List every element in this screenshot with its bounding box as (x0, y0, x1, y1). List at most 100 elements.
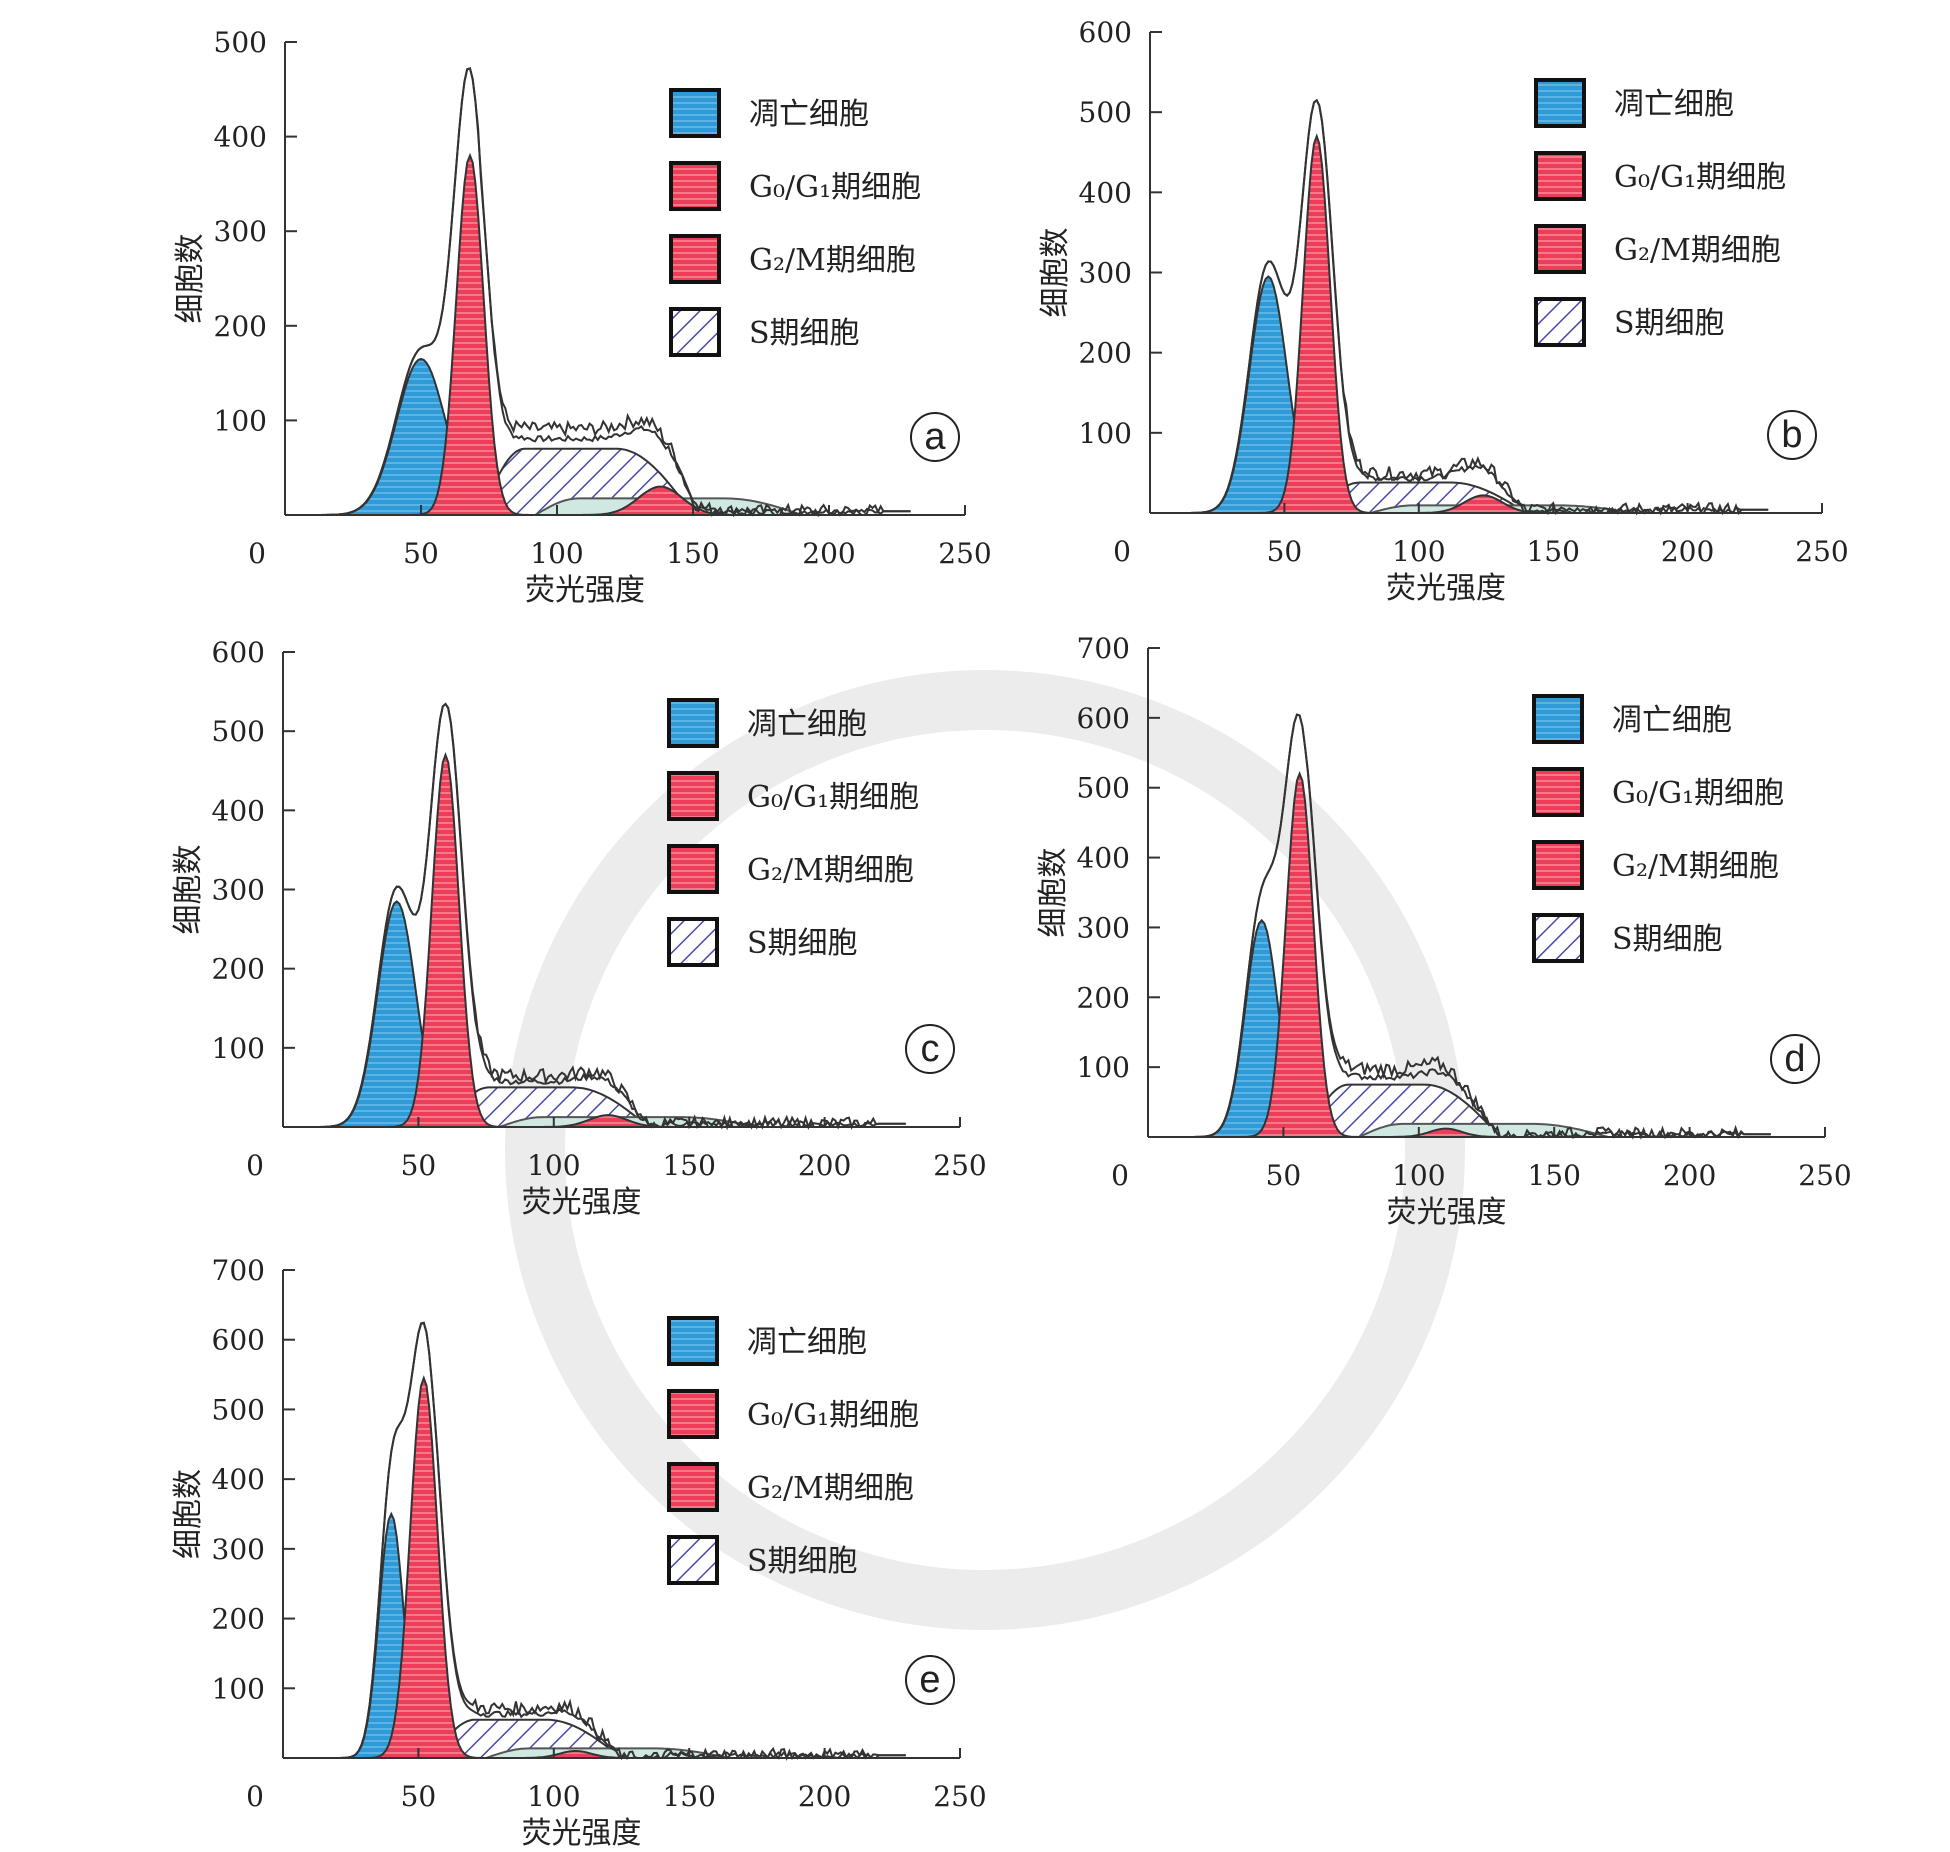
legend: 凋亡细胞 G₀/G₁期细胞 G₂/M期细胞 S期细胞 (1534, 78, 1786, 347)
y-tick-label: 400 (1079, 176, 1132, 209)
x-tick-label: 250 (933, 1780, 986, 1813)
legend-swatch (1532, 767, 1584, 817)
legend-label: G₂/M期细胞 (747, 853, 914, 888)
legend-swatch (1534, 297, 1586, 347)
x-tick-label: 150 (666, 537, 719, 570)
x-tick-label: 0 (1113, 535, 1131, 568)
panel-letter-circle (1770, 1034, 1820, 1084)
legend-swatch (669, 161, 721, 211)
envelope-line (1190, 98, 1769, 516)
y-tick-label: 300 (212, 874, 265, 907)
legend: 凋亡细胞 G₀/G₁期细胞 G₂/M期细胞 S期细胞 (667, 698, 919, 967)
legend-swatch (667, 1389, 719, 1439)
x-tick-label: 250 (938, 537, 991, 570)
y-tick-label: 400 (1077, 842, 1130, 875)
legend-label: G₂/M期细胞 (1614, 233, 1781, 268)
y-tick-label: 300 (1077, 911, 1130, 944)
x-tick-label: 150 (662, 1149, 715, 1182)
legend: 凋亡细胞 G₀/G₁期细胞 G₂/M期细胞 S期细胞 (669, 88, 921, 357)
envelope-line (323, 702, 906, 1131)
y-tick-label: 400 (212, 794, 265, 827)
x-tick-label: 50 (401, 1780, 437, 1813)
x-tick-label: 250 (933, 1149, 986, 1182)
x-tick-label: 50 (1267, 535, 1303, 568)
y-tick-label: 500 (214, 26, 267, 59)
x-tick-label: 200 (798, 1780, 851, 1813)
envelope-line (323, 1321, 906, 1762)
x-tick-label: 100 (1392, 535, 1445, 568)
y-tick-label: 100 (212, 1032, 265, 1065)
panel-letter: a (924, 416, 946, 458)
panel-letter: b (1781, 414, 1802, 456)
y-tick-label: 500 (212, 715, 265, 748)
y-axis-label: 细胞数 (1038, 228, 1073, 318)
y-tick-label: 500 (1079, 96, 1132, 129)
y-tick-label: 500 (1077, 772, 1130, 805)
legend-swatch (667, 917, 719, 967)
x-axis-label: 荧光强度 (1387, 1195, 1507, 1230)
legend-label: G₀/G₁期细胞 (1614, 160, 1786, 195)
x-tick-label: 50 (1266, 1159, 1302, 1192)
y-tick-label: 700 (1077, 632, 1130, 665)
panel-letter-circle (905, 1655, 955, 1705)
legend-label: S期细胞 (747, 926, 858, 961)
legend-label: G₂/M期细胞 (747, 1471, 914, 1506)
y-tick-label: 300 (1079, 257, 1132, 290)
chart-panel-c: 0 50 100 150 200 250 100 200 300 400 500 600 荧光强度 细胞数… (171, 636, 987, 1220)
legend-swatch (1532, 694, 1584, 744)
y-tick-label: 600 (212, 1324, 265, 1357)
apoptotic-peak-area (1148, 918, 1825, 1138)
legend-swatch (667, 698, 719, 748)
legend-label: G₂/M期细胞 (749, 243, 916, 278)
legend-swatch (1532, 913, 1584, 963)
legend-label: G₀/G₁期细胞 (749, 170, 921, 205)
legend-label: G₀/G₁期细胞 (747, 780, 919, 815)
legend-label: 凋亡细胞 (747, 707, 867, 742)
x-tick-label: 200 (802, 537, 855, 570)
panel-letter: d (1784, 1038, 1805, 1080)
y-tick-label: 200 (1077, 981, 1130, 1014)
x-tick-label: 200 (798, 1149, 851, 1182)
y-tick-label: 200 (1079, 337, 1132, 370)
watermark (505, 670, 1465, 1630)
legend-swatch (669, 307, 721, 357)
y-tick-label: 700 (212, 1254, 265, 1287)
x-axis-label: 荧光强度 (522, 1816, 642, 1851)
y-tick-label: 200 (214, 310, 267, 343)
legend-label: 凋亡细胞 (1612, 703, 1732, 738)
legend-label: 凋亡细胞 (747, 1325, 867, 1360)
panel-letter: e (919, 1659, 940, 1701)
envelope-line (1188, 713, 1771, 1140)
legend-swatch (1534, 151, 1586, 201)
x-tick-label: 150 (1526, 535, 1579, 568)
panel-letter-circle (905, 1024, 955, 1074)
x-tick-label: 0 (246, 1780, 264, 1813)
legend-swatch (667, 771, 719, 821)
panel-letter-circle (910, 412, 960, 462)
legend-swatch (669, 234, 721, 284)
chart-panel-d: 0 50 100 150 200 250 100 200 300 400 500 600 700 荧光强度… (1036, 632, 1852, 1230)
x-tick-label: 50 (401, 1149, 437, 1182)
legend-label: S期细胞 (1614, 306, 1725, 341)
legend-swatch (667, 1462, 719, 1512)
y-tick-label: 100 (212, 1672, 265, 1705)
y-axis-label: 细胞数 (1036, 848, 1071, 938)
chart-panel-b: 0 50 100 150 200 250 100 200 300 400 500 600 荧光强度 细胞数… (1038, 16, 1849, 606)
x-axis-label: 荧光强度 (522, 1185, 642, 1220)
x-tick-label: 250 (1798, 1159, 1851, 1192)
x-tick-label: 0 (1111, 1159, 1129, 1192)
x-tick-label: 100 (530, 537, 583, 570)
legend-swatch (667, 1316, 719, 1366)
y-tick-label: 100 (1079, 417, 1132, 450)
legend-swatch (1534, 224, 1586, 274)
x-tick-label: 150 (1527, 1159, 1580, 1192)
y-tick-label: 100 (1077, 1051, 1130, 1084)
x-tick-label: 100 (1392, 1159, 1445, 1192)
y-tick-label: 600 (1077, 702, 1130, 735)
envelope-line (325, 67, 911, 518)
y-tick-label: 500 (212, 1393, 265, 1426)
x-tick-label: 200 (1663, 1159, 1716, 1192)
x-tick-label: 100 (527, 1149, 580, 1182)
legend-label: S期细胞 (749, 316, 860, 351)
